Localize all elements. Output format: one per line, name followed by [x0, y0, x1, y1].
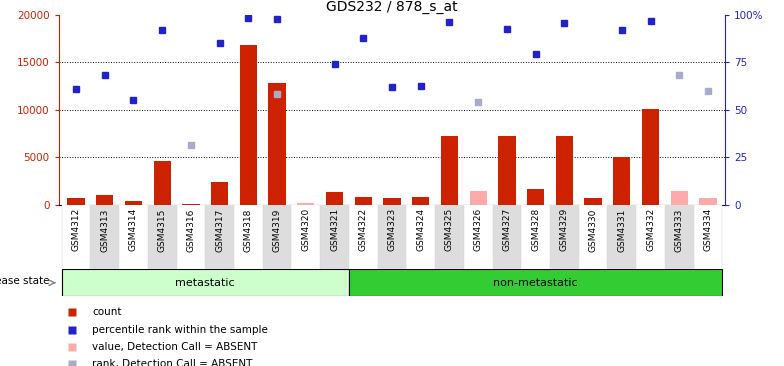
Bar — [125, 201, 142, 205]
Text: GSM4321: GSM4321 — [330, 208, 339, 251]
Bar — [694, 205, 722, 269]
Text: GSM4326: GSM4326 — [474, 208, 483, 251]
Text: GSM4315: GSM4315 — [158, 208, 167, 251]
Bar — [699, 198, 717, 205]
Bar — [62, 205, 90, 269]
Bar — [556, 137, 573, 205]
Text: GSM4319: GSM4319 — [273, 208, 281, 251]
Text: GSM4312: GSM4312 — [71, 208, 81, 251]
Bar — [642, 109, 659, 205]
Text: count: count — [93, 307, 122, 317]
Bar — [154, 161, 171, 205]
Bar — [240, 45, 257, 205]
Bar — [96, 195, 114, 205]
Bar — [90, 205, 119, 269]
Text: GSM4327: GSM4327 — [503, 208, 511, 251]
Text: percentile rank within the sample: percentile rank within the sample — [93, 325, 268, 335]
Bar — [148, 205, 176, 269]
Bar — [613, 157, 630, 205]
Text: value, Detection Call = ABSENT: value, Detection Call = ABSENT — [93, 342, 257, 352]
Text: GSM4324: GSM4324 — [416, 208, 425, 251]
Bar — [412, 197, 430, 205]
Bar — [326, 192, 343, 205]
Text: GSM4334: GSM4334 — [703, 208, 713, 251]
Bar — [292, 205, 320, 269]
Text: GSM4329: GSM4329 — [560, 208, 569, 251]
Bar — [349, 205, 378, 269]
Bar — [406, 205, 435, 269]
Bar — [435, 205, 464, 269]
Bar — [297, 203, 314, 205]
Text: GSM4316: GSM4316 — [187, 208, 195, 251]
Bar — [470, 191, 487, 205]
Bar — [579, 205, 608, 269]
Text: GSM4325: GSM4325 — [445, 208, 454, 251]
Text: GSM4328: GSM4328 — [531, 208, 540, 251]
Bar — [378, 205, 406, 269]
Bar — [499, 137, 516, 205]
Bar — [670, 191, 688, 205]
Bar — [665, 205, 694, 269]
Bar — [349, 269, 722, 296]
Bar — [521, 205, 550, 269]
Bar — [464, 205, 492, 269]
Bar — [320, 205, 349, 269]
Text: GSM4333: GSM4333 — [675, 208, 684, 251]
Bar — [183, 204, 200, 205]
Bar — [211, 182, 228, 205]
Text: rank, Detection Call = ABSENT: rank, Detection Call = ABSENT — [93, 359, 252, 366]
Text: GSM4322: GSM4322 — [359, 208, 368, 251]
Text: GSM4331: GSM4331 — [617, 208, 626, 251]
Bar — [383, 198, 401, 205]
Bar — [263, 205, 292, 269]
Bar — [527, 189, 544, 205]
Bar — [550, 205, 579, 269]
Text: GSM4313: GSM4313 — [100, 208, 109, 251]
Bar — [268, 83, 285, 205]
Bar — [492, 205, 521, 269]
Text: GSM4318: GSM4318 — [244, 208, 253, 251]
Text: GSM4332: GSM4332 — [646, 208, 655, 251]
Text: metastatic: metastatic — [176, 278, 235, 288]
Text: GSM4330: GSM4330 — [589, 208, 597, 251]
Text: non-metastatic: non-metastatic — [493, 278, 578, 288]
Bar — [636, 205, 665, 269]
Bar — [584, 198, 601, 205]
Bar — [234, 205, 263, 269]
Bar — [119, 205, 148, 269]
Bar — [176, 205, 205, 269]
Bar — [441, 137, 458, 205]
Text: GSM4320: GSM4320 — [301, 208, 310, 251]
Title: GDS232 / 878_s_at: GDS232 / 878_s_at — [326, 0, 458, 14]
Bar — [62, 269, 349, 296]
Bar — [67, 198, 85, 205]
Bar — [354, 197, 372, 205]
Text: GSM4317: GSM4317 — [215, 208, 224, 251]
Bar — [205, 205, 234, 269]
Bar — [608, 205, 636, 269]
Text: disease state: disease state — [0, 276, 50, 286]
Text: GSM4314: GSM4314 — [129, 208, 138, 251]
Text: GSM4323: GSM4323 — [387, 208, 397, 251]
